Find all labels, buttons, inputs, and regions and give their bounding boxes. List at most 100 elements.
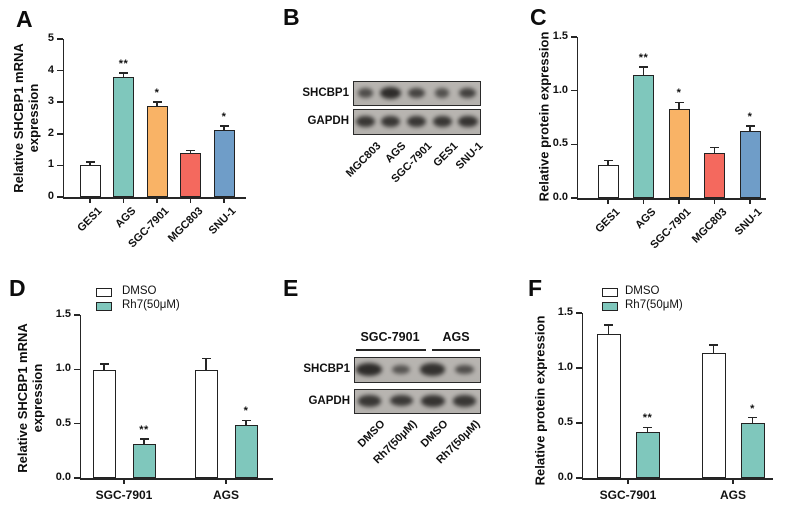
y-tick: [571, 89, 577, 92]
error-bar-line: [646, 427, 649, 435]
y-axis-line: [576, 37, 578, 200]
error-bar-cap: [85, 161, 95, 163]
x-tick: [89, 198, 91, 203]
y-tick: [576, 312, 582, 314]
blot-band: [392, 364, 410, 375]
blot-band: [380, 87, 402, 99]
x-axis-line: [581, 478, 773, 480]
panel-letter-d: D: [9, 275, 26, 301]
bar: [194, 370, 218, 478]
error-bar-cap: [745, 125, 755, 127]
x-axis-line: [576, 198, 766, 200]
bar: [701, 352, 726, 478]
chart-d-mrna-treatment: 0.0 0.5 1.0 1.5 Relative SHCBP1 mRNA express…: [0, 258, 273, 515]
y-tick-label: 0.5: [557, 416, 573, 428]
y-tick: [571, 143, 577, 146]
y-tick-label: 1.0: [552, 83, 568, 96]
blot-band: [457, 115, 478, 128]
y-tick: [74, 314, 80, 316]
significance-label: **: [642, 412, 653, 425]
x-axis-line: [62, 197, 246, 199]
error-bar-cap: [643, 426, 652, 429]
y-tick: [576, 477, 582, 479]
error-bar-cap: [186, 149, 195, 152]
blot-box: [353, 81, 481, 106]
significance-label: **: [118, 58, 129, 71]
y-tick: [57, 196, 63, 198]
x-tick: [223, 198, 225, 203]
bar: [146, 105, 168, 197]
error-bar-cap: [748, 416, 757, 419]
blot-band: [432, 115, 452, 128]
y-tick: [57, 69, 63, 72]
y-tick-label: 1.5: [552, 30, 568, 42]
significance-label: *: [676, 87, 682, 100]
error-bar-line: [678, 102, 680, 112]
blot-band: [381, 115, 401, 128]
y-tick-label: 2: [47, 126, 54, 139]
category-label: AGS: [719, 488, 746, 502]
panel-letter-f: F: [528, 275, 543, 301]
blot-row-label: SHCBP1: [302, 86, 349, 99]
error-bar-line: [749, 126, 751, 135]
legend-label: Rh7(50μM): [625, 299, 683, 311]
x-tick: [607, 199, 609, 204]
error-bar-line: [712, 344, 715, 356]
bar: [633, 74, 654, 198]
legend-label: DMSO: [625, 285, 660, 297]
bar: [635, 431, 660, 478]
x-tick: [123, 479, 125, 484]
panel-letter-c: C: [530, 4, 547, 30]
error-bar-cap: [710, 146, 719, 149]
significance-label: *: [747, 111, 753, 124]
y-tick: [576, 422, 582, 424]
bar: [668, 108, 690, 198]
error-bar-cap: [604, 324, 613, 326]
y-tick-label: 5: [47, 32, 54, 44]
bar: [132, 444, 156, 478]
bar: [596, 333, 621, 478]
y-axis-line: [62, 39, 64, 199]
significance-label: **: [638, 52, 649, 65]
error-bar-line: [205, 358, 207, 374]
y-tick: [571, 36, 577, 38]
y-tick: [571, 197, 577, 199]
category-label: AGS: [212, 488, 239, 502]
significance-label: **: [139, 423, 149, 436]
error-bar-line: [713, 147, 716, 156]
panel-letter-b: B: [283, 4, 300, 30]
legend-swatch: [96, 288, 112, 297]
y-tick: [576, 367, 582, 369]
western-blot-treatment: SGC-7901 AGS SHCBP1 GAPDH DMSO Rh7(50μM) DMSO R…: [260, 258, 520, 515]
panel-letter-a: A: [16, 6, 33, 32]
lane-label: SGC-7901: [389, 140, 435, 186]
significance-label: *: [243, 405, 249, 418]
error-bar-line: [89, 162, 91, 169]
x-tick: [749, 199, 751, 204]
error-bar-cap: [241, 419, 251, 422]
error-bar-line: [156, 102, 158, 109]
y-tick-label: 1.5: [557, 306, 573, 318]
chart-c-protein-expression: 0.0 0.5 1.0 1.5 Relative protein expression G…: [520, 0, 788, 255]
error-bar-cap: [119, 72, 128, 74]
y-tick: [57, 133, 63, 135]
error-bar-cap: [152, 101, 162, 103]
y-axis-title: Relative SHCBP1 mRNA expression: [11, 43, 41, 193]
bar: [597, 164, 619, 198]
blot-band: [356, 363, 383, 376]
error-bar-line: [607, 325, 610, 337]
chart-f-protein-treatment: 0.0 0.5 1.0 1.5 Relative protein expression S…: [520, 258, 788, 515]
blot-box: [354, 389, 481, 414]
bar: [79, 165, 101, 197]
blot-band: [357, 395, 382, 407]
y-axis-line: [581, 313, 583, 480]
panel-letter-e: E: [283, 275, 299, 301]
error-bar-cap: [709, 344, 718, 346]
error-bar-cap: [201, 357, 211, 360]
panel-e: E SGC-7901 AGS SHCBP1 GAPDH DMSO Rh7(50μM) DMS…: [260, 258, 520, 515]
error-bar-cap: [603, 159, 613, 162]
category-label: SGC-7901: [95, 488, 153, 502]
significance-label: *: [750, 402, 755, 415]
y-tick-label: 0.5: [552, 137, 568, 150]
x-tick: [156, 198, 158, 203]
